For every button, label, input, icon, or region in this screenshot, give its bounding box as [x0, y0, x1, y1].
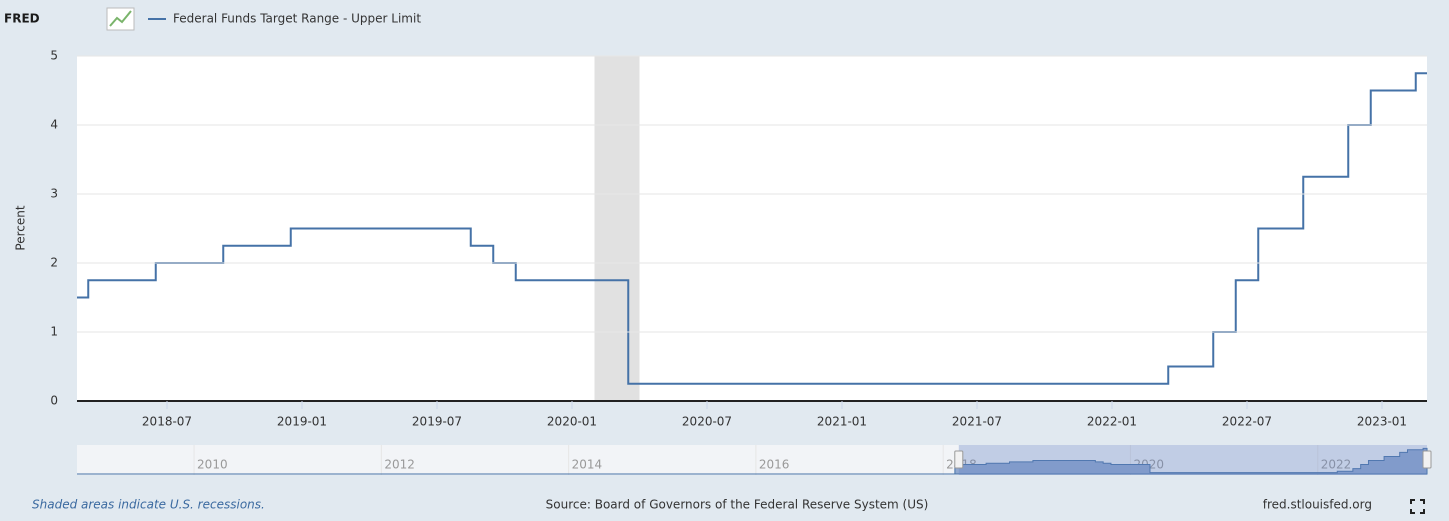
logo-icon — [106, 7, 135, 31]
navigator-tick-label: 2022 — [1321, 458, 1352, 472]
x-tick-label: 2023-01 — [1357, 415, 1407, 429]
x-tick-label: 2022-01 — [1087, 415, 1137, 429]
navigator-tick-label: 2010 — [197, 458, 228, 472]
fullscreen-icon[interactable] — [1410, 499, 1425, 514]
plot-area — [77, 56, 1427, 401]
y-tick-label: 3 — [50, 187, 58, 201]
y-tick-label: 0 — [50, 394, 58, 408]
x-tick-label: 2019-01 — [277, 415, 327, 429]
recession-band — [594, 56, 640, 401]
legend-label: Federal Funds Target Range - Upper Limit — [173, 12, 421, 26]
x-tick-label: 2018-07 — [142, 415, 192, 429]
x-tick-label: 2020-01 — [547, 415, 597, 429]
source: Source: Board of Governors of the Federa… — [546, 498, 929, 512]
x-tick-label: 2021-01 — [817, 415, 867, 429]
plot — [77, 56, 1427, 401]
navigator-selection — [958, 445, 1427, 475]
site: fred.stlouisfed.org — [1263, 498, 1372, 512]
navigator-tick-label: 2014 — [572, 458, 603, 472]
x-tick-label: 2020-07 — [682, 415, 732, 429]
navigator-area — [954, 447, 1428, 475]
y-tick-label: 4 — [50, 118, 58, 132]
logo: FRED — [4, 12, 40, 26]
series-line — [77, 72, 1427, 385]
navigator-handle[interactable] — [954, 450, 964, 469]
y-tick-label: 5 — [50, 49, 58, 63]
x-tick-label: 2019-07 — [412, 415, 462, 429]
navigator-tick-label: 2012 — [384, 458, 415, 472]
x-tick-label: 2022-07 — [1222, 415, 1272, 429]
navigator-handle[interactable] — [1422, 450, 1432, 469]
y-axis-label: Percent — [14, 205, 28, 250]
navigator-tick-label: 2016 — [759, 458, 790, 472]
y-tick-label: 1 — [50, 325, 58, 339]
navigator — [77, 445, 1427, 475]
y-tick-label: 2 — [50, 256, 58, 270]
x-tick-label: 2021-07 — [952, 415, 1002, 429]
recession-note: Shaded areas indicate U.S. recessions. — [32, 498, 265, 512]
